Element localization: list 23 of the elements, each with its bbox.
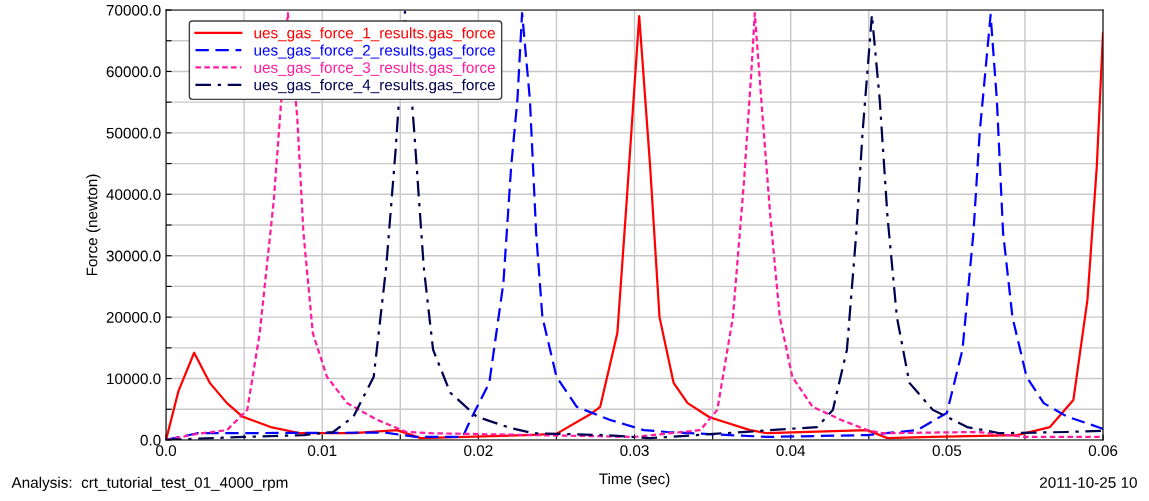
y-tick-label: 50000.0 (106, 127, 161, 139)
y-tick-label: 10000.0 (107, 373, 161, 385)
text: Analysis: crt_tutorial_test_01_4000_rpm (11, 476, 288, 491)
x-tick-label: 0.02 (464, 445, 493, 457)
x-tick-label: 0.04 (776, 445, 806, 457)
y-tick-label: 30000.0 (106, 250, 161, 262)
y-tick-label: 0.0 (140, 434, 161, 446)
y-tick-label: 20000.0 (106, 312, 161, 323)
x-tick-label: 0.03 (620, 445, 649, 457)
legend-label: ues_gas_force_1_results.gas_force (254, 27, 495, 42)
y-tick-label: 70000.0 (106, 4, 161, 16)
y-tick-label: 60000.0 (106, 66, 161, 78)
x-axis-title: Time (sec) (599, 472, 670, 488)
legend-label: ues_gas_force_2_results.gas_force (254, 44, 495, 59)
text: 2011-10-25 10 (1040, 477, 1137, 488)
legend-label: ues_gas_force_3_results.gas_force (254, 61, 495, 76)
x-tick-label: 0.0 (156, 445, 177, 457)
x-tick-label: 0.05 (932, 445, 962, 457)
x-tick-label: 0.01 (307, 445, 337, 457)
y-axis-title: Force (newton) (86, 174, 101, 276)
y-tick-label: 40000.0 (106, 189, 161, 200)
legend-label: ues_gas_force_4_results.gas_force (254, 79, 495, 94)
x-tick-label: 0.06 (1088, 445, 1118, 457)
